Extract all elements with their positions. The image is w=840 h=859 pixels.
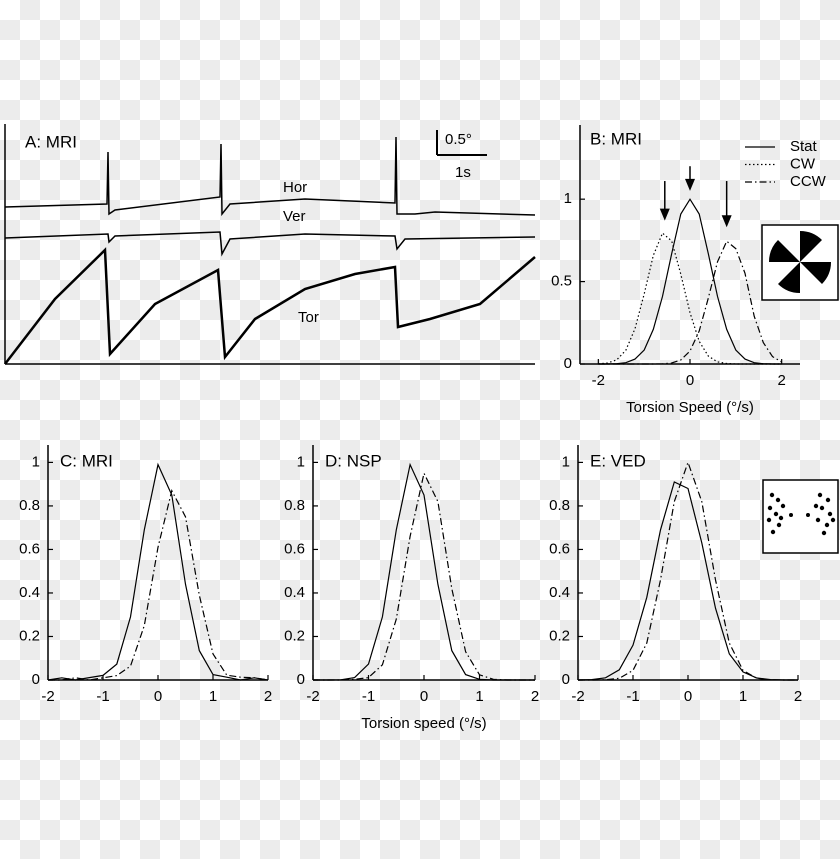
series-line xyxy=(313,462,535,681)
legend-label: CW xyxy=(790,155,816,172)
y-tick-label: 0.4 xyxy=(19,584,40,601)
y-tick-label: 0.5 xyxy=(551,273,572,290)
y-tick-label: 0 xyxy=(32,671,40,688)
x-tick-label: -1 xyxy=(96,688,109,705)
y-tick-label: 1 xyxy=(564,190,572,207)
y-tick-label: 0.2 xyxy=(284,627,305,644)
x-tick-label: -1 xyxy=(362,688,375,705)
arrow-head xyxy=(721,215,732,228)
legend-label: CCW xyxy=(790,173,827,190)
y-tick-label: 1 xyxy=(297,453,305,470)
y-tick-label: 0.6 xyxy=(549,540,570,557)
panel-title: A: MRI xyxy=(25,132,77,151)
x-tick-label: 1 xyxy=(209,688,217,705)
panel-title: C: MRI xyxy=(60,451,113,470)
x-axis-label: Torsion speed (°/s) xyxy=(361,715,486,732)
y-tick-label: 0 xyxy=(562,671,570,688)
arrow-head xyxy=(685,178,695,191)
y-tick-label: 0.8 xyxy=(549,497,570,514)
x-tick-label: 2 xyxy=(794,688,802,705)
x-tick-label: 2 xyxy=(264,688,272,705)
series-label: Tor xyxy=(298,309,319,326)
y-tick-label: 1 xyxy=(32,453,40,470)
series-line xyxy=(4,231,536,257)
series-line xyxy=(598,240,783,365)
dots-inset xyxy=(762,479,839,554)
x-tick-label: -2 xyxy=(592,372,605,389)
x-axis-label: Torsion Speed (°/s) xyxy=(626,399,754,416)
panel-title: E: VED xyxy=(590,451,646,470)
y-tick-label: 1 xyxy=(562,453,570,470)
x-tick-label: 0 xyxy=(684,688,692,705)
x-tick-label: -2 xyxy=(41,688,54,705)
y-tick-label: 0.2 xyxy=(549,627,570,644)
series-line xyxy=(47,462,269,681)
y-tick-label: 0.6 xyxy=(284,540,305,557)
panel-title: D: NSP xyxy=(325,451,382,470)
x-tick-label: 0 xyxy=(686,372,694,389)
y-tick-label: 0.8 xyxy=(284,497,305,514)
y-tick-label: 0 xyxy=(297,671,305,688)
x-tick-label: -1 xyxy=(626,688,639,705)
series-line xyxy=(598,198,782,365)
x-tick-label: -2 xyxy=(306,688,319,705)
series-label: Ver xyxy=(283,208,306,225)
y-tick-label: 0.8 xyxy=(19,497,40,514)
y-tick-label: 0.2 xyxy=(19,627,40,644)
series-line xyxy=(4,136,536,217)
series-line xyxy=(313,471,535,681)
x-tick-label: 1 xyxy=(739,688,747,705)
scale-bar-y-label: 0.5° xyxy=(445,131,472,148)
x-tick-label: 0 xyxy=(420,688,428,705)
x-tick-label: 2 xyxy=(777,372,785,389)
series-label: Hor xyxy=(283,179,307,196)
y-tick-label: 0.4 xyxy=(284,584,305,601)
arrow-head xyxy=(659,208,670,221)
series-line xyxy=(48,489,269,681)
series-line xyxy=(598,232,782,365)
y-tick-label: 0 xyxy=(564,355,572,372)
x-tick-label: 0 xyxy=(154,688,162,705)
scale-bar-x-label: 1s xyxy=(455,164,471,181)
pinwheel-inset xyxy=(761,224,839,301)
x-tick-label: 2 xyxy=(531,688,539,705)
series-line xyxy=(4,247,536,365)
y-tick-label: 0.6 xyxy=(19,540,40,557)
x-tick-label: 1 xyxy=(475,688,483,705)
legend-label: Stat xyxy=(790,138,818,155)
x-tick-label: -2 xyxy=(571,688,584,705)
y-tick-label: 0.4 xyxy=(549,584,570,601)
series-line xyxy=(578,460,798,681)
panel-title: B: MRI xyxy=(590,129,642,148)
